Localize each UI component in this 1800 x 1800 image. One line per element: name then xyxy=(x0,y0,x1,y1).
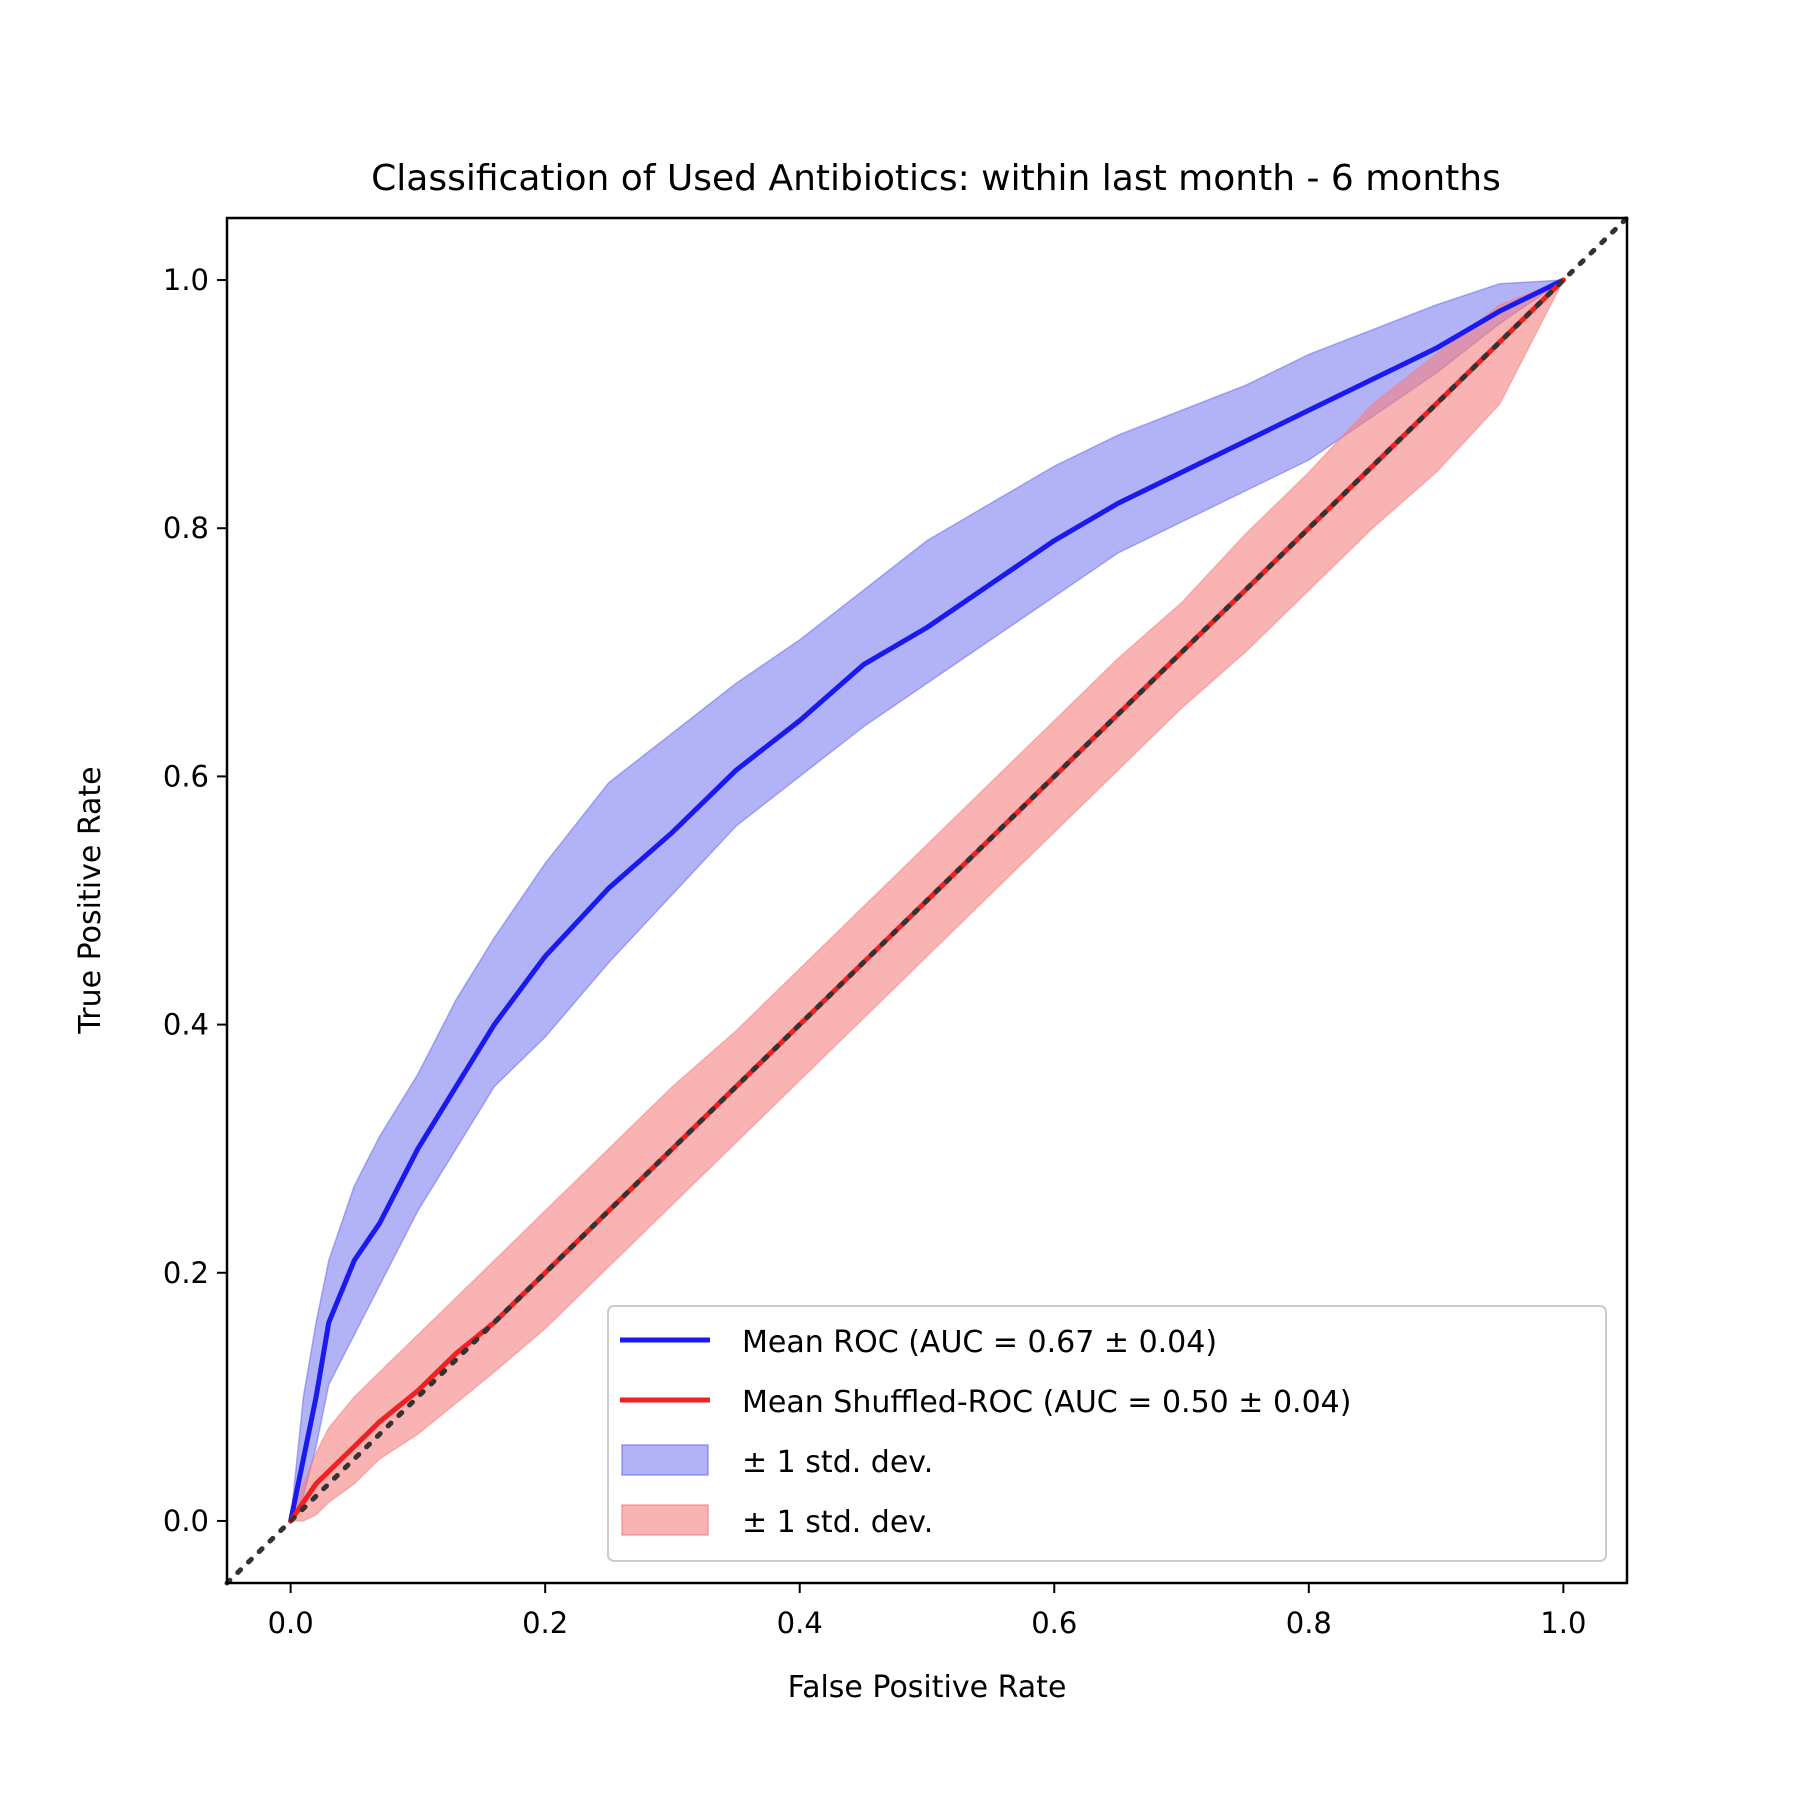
legend-label-shuffled-roc: Mean Shuffled-ROC (AUC = 0.50 ± 0.04) xyxy=(742,1385,1351,1420)
chart-title: Classification of Used Antibiotics: with… xyxy=(371,158,1501,199)
x-axis-ticks: 0.0 0.2 0.4 0.6 0.8 1.0 xyxy=(268,1583,1586,1640)
plot-frame xyxy=(225,216,1629,1585)
y-axis-label: True Positive Rate xyxy=(73,766,108,1034)
legend-box xyxy=(607,1305,1607,1562)
legend-swatch-red-band xyxy=(621,1504,709,1536)
y-tick-label: 0.4 xyxy=(163,1008,209,1042)
legend-label-red-band: ± 1 std. dev. xyxy=(742,1505,933,1540)
legend-label-mean-roc: Mean ROC (AUC = 0.67 ± 0.04) xyxy=(742,1325,1217,1360)
y-tick-label: 1.0 xyxy=(163,263,209,297)
y-tick-label: 0.8 xyxy=(163,511,209,545)
x-tick-label: 0.2 xyxy=(522,1606,568,1640)
y-axis-ticks: 0.0 0.2 0.4 0.6 0.8 1.0 xyxy=(163,263,227,1538)
x-tick-label: 0.8 xyxy=(1286,1606,1332,1640)
y-tick-label: 0.0 xyxy=(163,1504,209,1538)
x-tick-label: 0.0 xyxy=(268,1606,314,1640)
y-tick-label: 0.6 xyxy=(163,759,209,793)
chance-reference-line xyxy=(224,215,1630,1586)
x-tick-label: 1.0 xyxy=(1540,1606,1586,1640)
x-tick-label: 0.6 xyxy=(1031,1606,1077,1640)
legend-label-blue-band: ± 1 std. dev. xyxy=(742,1445,933,1480)
y-tick-label: 0.2 xyxy=(163,1256,209,1290)
series-line-mean-roc xyxy=(288,277,1566,1524)
x-tick-label: 0.4 xyxy=(777,1606,823,1640)
x-axis-label: False Positive Rate xyxy=(788,1670,1067,1705)
legend-swatch-blue-band xyxy=(621,1444,709,1476)
legend: Mean ROC (AUC = 0.67 ± 0.04) Mean Shuffl… xyxy=(607,1305,1607,1562)
